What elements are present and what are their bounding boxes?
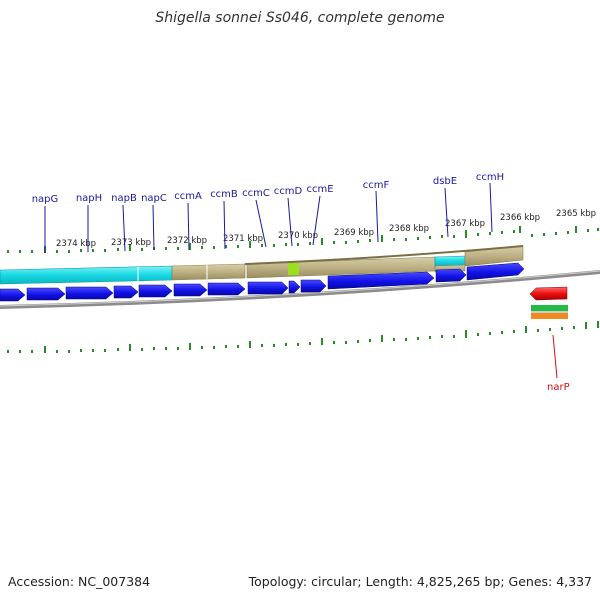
gene-arrow-napH[interactable] [65, 286, 114, 300]
cyan-segment[interactable] [0, 265, 173, 285]
gene-arrow-ccmF[interactable] [327, 271, 435, 290]
gene-arrow-napB[interactable] [113, 285, 139, 299]
gene-label-ccmA[interactable]: ccmA [174, 191, 202, 202]
kbp-label: 2367 kbp [445, 219, 485, 229]
gene-arrow-ccmD[interactable] [288, 280, 301, 294]
gene-label-napG[interactable]: napG [32, 194, 59, 205]
gene-label-napB[interactable]: napB [111, 193, 137, 204]
track-outline [244, 245, 524, 265]
narP-track-green[interactable] [531, 305, 568, 311]
gene-arrow[interactable] [0, 288, 26, 302]
gene-arrow-ccmA[interactable] [173, 283, 208, 297]
accession-text: Accession: NC_007384 [8, 574, 151, 589]
kbp-label: 2370 kbp [278, 231, 318, 241]
kbp-label: 2365 kbp [556, 209, 596, 219]
kbp-label: 2368 kbp [389, 224, 429, 234]
gene-leader-lines [44, 182, 493, 253]
narP-track-orange[interactable] [531, 313, 568, 319]
gene-label-ccmD[interactable]: ccmD [274, 186, 303, 197]
gene-labels: napG napH napB napC ccmA ccmB ccmC ccmD … [32, 172, 504, 205]
gene-label-ccmE[interactable]: ccmE [306, 184, 333, 195]
genome-backbone [0, 270, 600, 309]
kbp-label: 2369 kbp [334, 228, 374, 238]
tan-segment[interactable] [171, 263, 246, 281]
kbp-label: 2374 kbp [56, 239, 96, 249]
green-highlight[interactable] [288, 263, 299, 275]
tick-track-lower [7, 321, 599, 353]
cyan-segment[interactable] [434, 255, 466, 267]
kbp-label: 2373 kbp [111, 238, 151, 248]
kbp-labels: 2374 kbp 2373 kbp 2372 kbp 2371 kbp 2370… [56, 209, 596, 249]
genome-backbone-highlight [0, 270, 600, 307]
gene-arrow-ccmH[interactable] [466, 262, 525, 281]
map-title: Shigella sonnei Ss046, complete genome [155, 10, 445, 26]
gene-arrow-napC[interactable] [138, 284, 173, 298]
genome-summary-text: Topology: circular; Length: 4,825,265 bp… [248, 574, 592, 589]
kbp-label: 2366 kbp [500, 213, 540, 223]
gene-label-napH[interactable]: napH [76, 193, 102, 204]
narP-leader-line [552, 334, 558, 379]
gene-arrows[interactable] [0, 262, 525, 302]
gene-label-ccmC[interactable]: ccmC [242, 188, 270, 199]
gene-arrow-napG[interactable] [26, 287, 66, 301]
gene-label-ccmF[interactable]: ccmF [363, 180, 390, 191]
gene-label-ccmB[interactable]: ccmB [210, 189, 238, 200]
gene-arrow-ccmB[interactable] [207, 282, 246, 296]
gene-arrow-ccmC[interactable] [247, 281, 289, 295]
tick-track-upper [7, 226, 599, 253]
gene-label-dsbE[interactable]: dsbE [433, 176, 457, 187]
narP-label[interactable]: narP [547, 382, 570, 393]
gene-label-ccmH[interactable]: ccmH [476, 172, 504, 183]
gene-arrow-ccmE[interactable] [300, 279, 327, 293]
narP-features[interactable]: narP [529, 286, 570, 393]
narP-arrow[interactable] [529, 286, 568, 301]
narP-track-gray[interactable] [531, 311, 568, 313]
gene-arrow-dsbE[interactable] [435, 268, 467, 283]
kbp-label: 2371 kbp [223, 234, 263, 244]
kbp-label: 2372 kbp [167, 236, 207, 246]
gene-label-napC[interactable]: napC [141, 193, 167, 204]
